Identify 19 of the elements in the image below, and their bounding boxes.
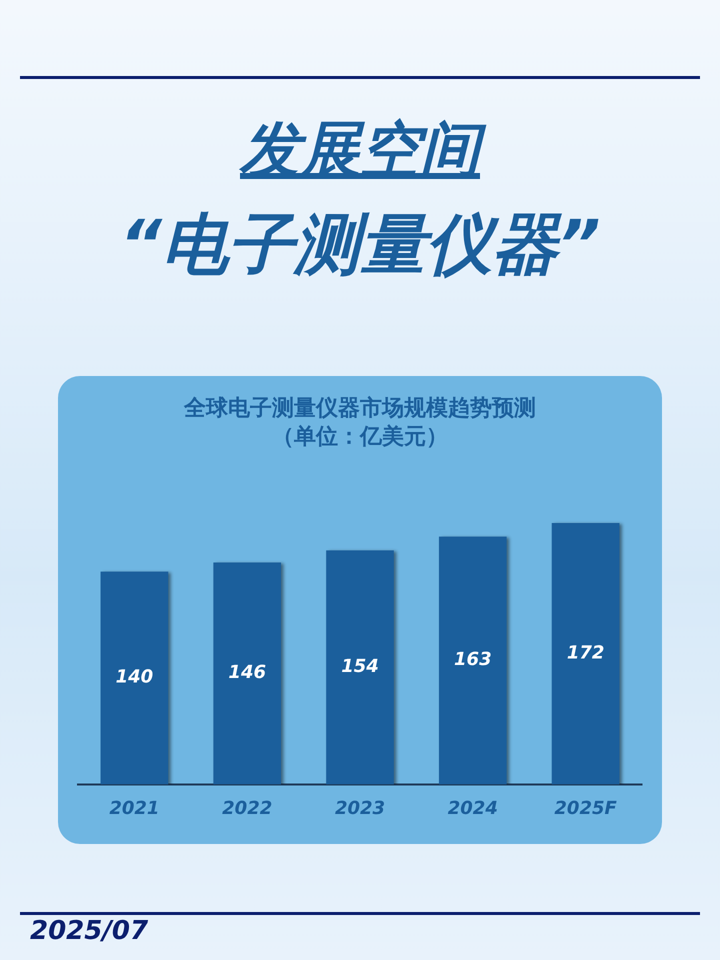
x-tick-label: 2024 — [448, 798, 498, 819]
x-tick-label: 2023 — [334, 798, 386, 819]
bar — [326, 550, 394, 784]
text: “电子测量仪器” — [118, 205, 602, 285]
x-tick-label: 2025F — [554, 798, 618, 819]
data-label: 172 — [566, 642, 604, 664]
x-tick-label: 2021 — [109, 798, 160, 819]
bar — [100, 572, 168, 784]
bar — [213, 562, 282, 784]
chart-subtitle: （单位：亿美元） — [272, 423, 448, 450]
chart-title: 全球电子测量仪器市场规模趋势预测 — [183, 394, 536, 421]
data-label: 140 — [116, 666, 154, 688]
bar — [552, 522, 620, 784]
text: 2025/07 — [30, 916, 148, 946]
bar — [438, 536, 507, 784]
data-label: 146 — [228, 662, 266, 684]
data-label: 154 — [341, 656, 379, 678]
x-tick-label: 2022 — [222, 798, 272, 819]
data-label: 163 — [454, 649, 492, 670]
